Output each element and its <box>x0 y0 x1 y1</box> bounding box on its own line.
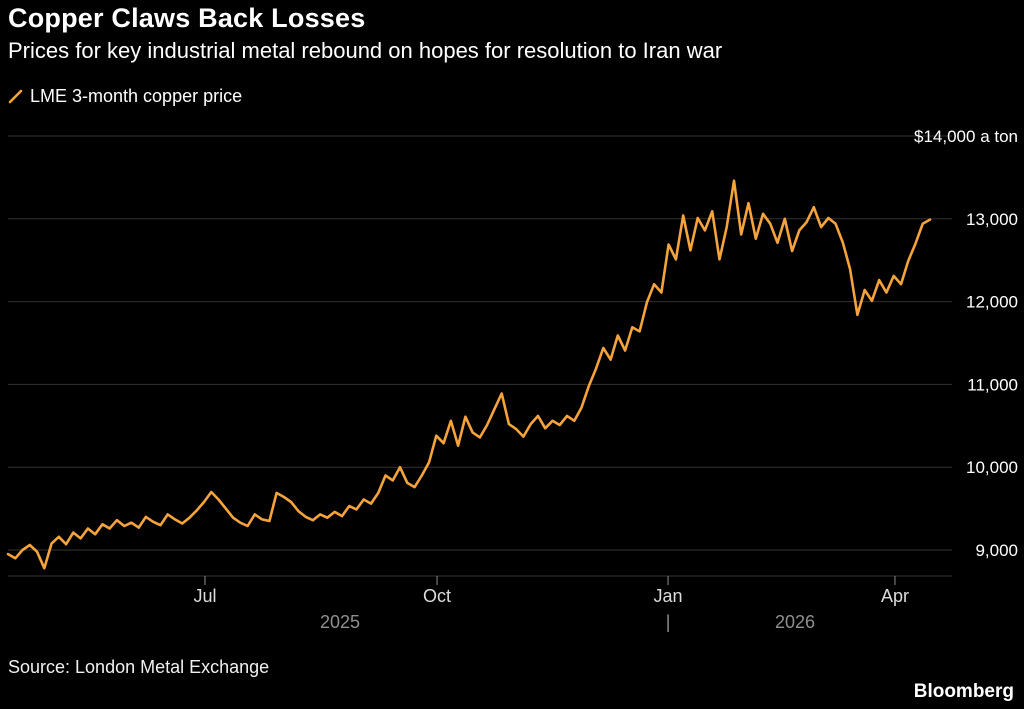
x-axis-label: Apr <box>881 586 909 606</box>
year-label: 2025 <box>320 612 360 632</box>
year-label: 2026 <box>775 612 815 632</box>
legend-label: LME 3-month copper price <box>30 86 243 106</box>
year-label: | <box>666 612 671 632</box>
source-text: Source: London Metal Exchange <box>8 657 270 677</box>
y-axis-label: 13,000 <box>966 210 1018 229</box>
chart-header: Copper Claws Back Losses Prices for key … <box>8 2 1016 65</box>
x-axis-label: Oct <box>423 586 451 606</box>
legend: LME 3-month copper price <box>8 86 242 107</box>
x-axis-label: Jul <box>194 586 217 606</box>
y-axis-label: 12,000 <box>966 293 1018 312</box>
y-axis-label: 11,000 <box>967 375 1018 394</box>
y-axis-label: 10,000 <box>966 458 1018 477</box>
chart-title: Copper Claws Back Losses <box>8 3 366 33</box>
chart-subtitle: Prices for key industrial metal rebound … <box>8 38 723 63</box>
bloomberg-logo: Bloomberg <box>913 681 1014 702</box>
x-axis-label: Jan <box>654 586 683 606</box>
legend-line-icon <box>8 89 23 104</box>
price-line <box>6 179 932 570</box>
y-axis-label: 9,000 <box>975 541 1018 560</box>
y-axis-label: $14,000 a ton <box>914 127 1018 146</box>
